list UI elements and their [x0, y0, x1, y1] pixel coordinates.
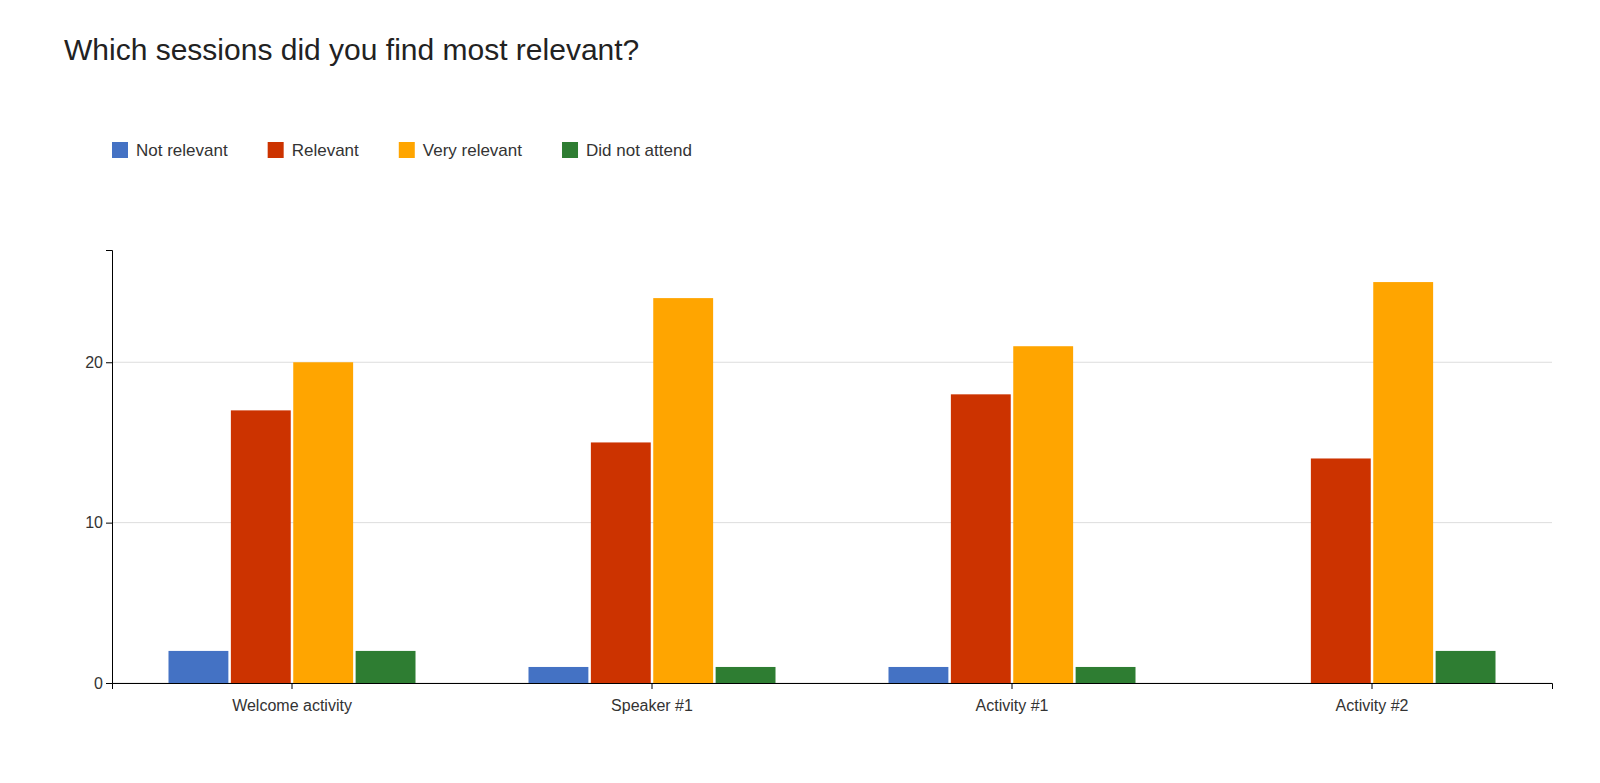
y-tick: 0	[94, 675, 112, 692]
legend-item: Did not attend	[562, 141, 692, 160]
x-tick: Welcome activity	[232, 683, 352, 714]
bar	[1436, 651, 1496, 683]
legend-label: Did not attend	[586, 141, 692, 160]
bar-series	[293, 282, 1433, 683]
bar	[356, 651, 416, 683]
title: Which sessions did you find most relevan…	[64, 33, 639, 66]
x-tick: Activity #2	[1336, 683, 1409, 714]
legend-swatch	[399, 142, 415, 158]
grid	[112, 362, 1552, 683]
bar	[528, 667, 588, 683]
bar-series	[231, 394, 1371, 683]
legend-label: Very relevant	[423, 141, 522, 160]
bar-series	[356, 651, 1496, 683]
legend-swatch	[268, 142, 284, 158]
y-tick-label: 10	[85, 514, 103, 531]
y-tick: 20	[85, 354, 112, 371]
bars	[168, 282, 1495, 683]
y-tick-mark	[106, 362, 112, 363]
legend-label: Not relevant	[136, 141, 228, 160]
y-tick-mark	[106, 523, 112, 524]
y-tick-label: 20	[85, 354, 103, 371]
chart: Which sessions did you find most relevan…	[0, 0, 1600, 783]
bar	[231, 410, 291, 683]
bar	[1373, 282, 1433, 683]
bar	[653, 298, 713, 683]
x-tick-label: Activity #2	[1336, 697, 1409, 714]
bar	[1311, 458, 1371, 683]
x-axis: Welcome activity Speaker #1 Activity #1 Act…	[113, 683, 1553, 714]
x-tick-mark	[1372, 683, 1373, 689]
bar	[1013, 346, 1073, 683]
x-tick-label: Activity #1	[976, 697, 1049, 714]
y-axis: 0 10 20	[85, 251, 112, 692]
y-tick-mark	[106, 683, 112, 684]
plot: Welcome activity Speaker #1 Activity #1 Act…	[85, 251, 1552, 715]
legend-label: Relevant	[292, 141, 359, 160]
x-tick: Speaker #1	[611, 683, 693, 714]
y-tick: 10	[85, 514, 112, 531]
x-tick-label: Welcome activity	[232, 697, 352, 714]
legend-item: Very relevant	[399, 141, 522, 160]
x-tick-mark	[1012, 683, 1013, 689]
y-tick-label: 0	[94, 675, 103, 692]
x-tick-mark	[292, 683, 293, 689]
bar	[1076, 667, 1136, 683]
y-axis-line	[106, 251, 113, 684]
x-tick: Activity #1	[976, 683, 1049, 714]
x-axis-line	[113, 684, 1553, 690]
legend-swatch	[112, 142, 128, 158]
legend-item: Relevant	[268, 141, 359, 160]
bar	[1248, 683, 1308, 684]
bar	[888, 667, 948, 683]
bar	[293, 362, 353, 683]
legend-item: Not relevant	[112, 141, 228, 160]
bar	[168, 651, 228, 683]
x-tick-mark	[652, 683, 653, 689]
bar	[951, 394, 1011, 683]
x-tick-label: Speaker #1	[611, 697, 693, 714]
legend-swatch	[562, 142, 578, 158]
bar	[591, 442, 651, 683]
legend: Not relevant Relevant Very relevant Did not…	[112, 141, 692, 160]
bar	[716, 667, 776, 683]
